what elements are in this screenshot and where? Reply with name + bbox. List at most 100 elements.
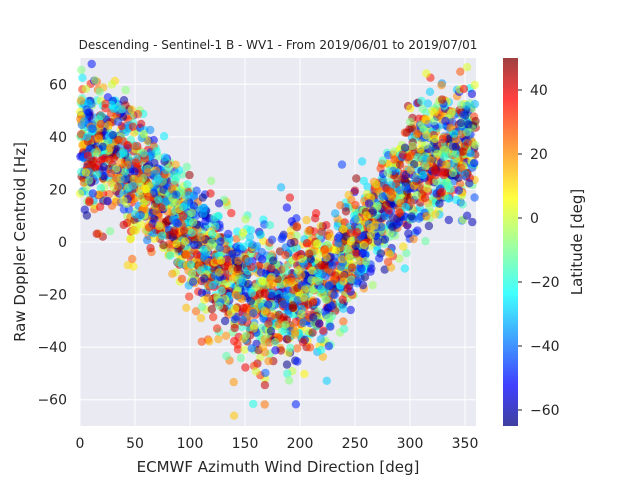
scatter-point xyxy=(283,335,292,344)
scatter-point xyxy=(297,254,306,264)
scatter-point xyxy=(91,76,100,85)
scatter-point xyxy=(264,300,273,309)
scatter-point xyxy=(260,306,269,316)
scatter-point xyxy=(454,186,463,195)
scatter-point xyxy=(438,135,447,144)
scatter-point xyxy=(292,231,301,240)
scatter-point xyxy=(236,353,246,363)
scatter-point xyxy=(287,273,296,283)
y-tick-label: −60 xyxy=(37,393,67,409)
scatter-point xyxy=(464,120,473,129)
scatter-point xyxy=(123,160,132,170)
scatter-point xyxy=(444,215,453,225)
scatter-point xyxy=(298,338,308,347)
scatter-point xyxy=(338,295,347,304)
scatter-point xyxy=(264,357,273,366)
scatter-point xyxy=(94,134,103,144)
scatter-point xyxy=(158,231,167,240)
scatter-point xyxy=(336,201,345,210)
scatter-point xyxy=(352,227,362,237)
scatter-point xyxy=(230,323,239,333)
scatter-point xyxy=(401,202,410,212)
scatter-point xyxy=(293,357,302,366)
scatter-point xyxy=(257,323,267,333)
scatter-point xyxy=(421,141,430,150)
scatter-point xyxy=(203,293,212,303)
scatter-point xyxy=(152,207,161,216)
scatter-point xyxy=(146,243,155,253)
scatter-point xyxy=(192,250,202,259)
scatter-point xyxy=(290,327,300,337)
scatter-point xyxy=(404,229,413,238)
scatter-point xyxy=(426,156,435,165)
scatter-point xyxy=(324,342,333,351)
scatter-point xyxy=(456,118,465,128)
scatter-point xyxy=(216,237,225,246)
scatter-point xyxy=(347,263,357,272)
scatter-point xyxy=(299,318,308,328)
scatter-point xyxy=(166,251,175,260)
scatter-point xyxy=(388,222,397,231)
scatter-point xyxy=(449,129,459,138)
scatter-point xyxy=(267,235,277,244)
scatter-point xyxy=(366,230,376,239)
scatter-point xyxy=(352,174,361,183)
scatter-point xyxy=(461,170,470,179)
scatter-point xyxy=(81,84,91,94)
scatter-point xyxy=(446,184,455,194)
scatter-point xyxy=(77,65,86,75)
scatter-point xyxy=(101,99,110,109)
y-tick-label: 60 xyxy=(49,77,67,93)
scatter-point xyxy=(322,253,331,262)
scatter-point xyxy=(205,337,214,346)
scatter-point xyxy=(350,186,360,195)
scatter-point xyxy=(267,263,276,273)
scatter-point xyxy=(197,337,206,346)
scatter-point xyxy=(215,243,224,253)
scatter-point xyxy=(342,245,352,254)
scatter-point xyxy=(83,151,93,160)
scatter-point xyxy=(425,203,434,212)
scatter-point xyxy=(468,217,477,227)
scatter-point xyxy=(155,222,164,231)
scatter-point xyxy=(317,284,326,294)
scatter-point xyxy=(121,174,130,183)
scatter-point xyxy=(117,105,126,114)
scatter-point xyxy=(373,201,382,210)
scatter-point xyxy=(386,187,395,196)
scatter-point xyxy=(119,149,128,158)
scatter-point xyxy=(251,282,260,292)
scatter-point xyxy=(130,142,139,151)
scatter-point xyxy=(375,254,384,263)
scatter-point xyxy=(335,232,344,241)
scatter-point xyxy=(385,250,394,259)
scatter-point xyxy=(269,256,278,265)
scatter-point xyxy=(341,207,351,216)
scatter-point xyxy=(429,117,439,126)
scatter-point xyxy=(293,344,302,353)
scatter-point xyxy=(457,163,466,173)
x-tick-label: 100 xyxy=(177,436,204,452)
scatter-point xyxy=(123,261,132,270)
scatter-point xyxy=(406,151,415,160)
scatter-point xyxy=(256,268,266,277)
scatter-point xyxy=(189,201,199,210)
scatter-point xyxy=(471,140,480,150)
scatter-point xyxy=(359,176,369,186)
scatter-point xyxy=(280,327,289,336)
scatter-point xyxy=(357,157,367,166)
scatter-point xyxy=(255,289,265,298)
scatter-point xyxy=(239,242,248,251)
scatter-point xyxy=(96,119,106,129)
scatter-point xyxy=(249,309,258,318)
scatter-point xyxy=(105,156,115,165)
scatter-point xyxy=(96,111,106,121)
scatter-point xyxy=(305,343,315,352)
scatter-point xyxy=(208,280,217,290)
scatter-point xyxy=(331,209,340,218)
scatter-point xyxy=(191,307,201,316)
scatter-point xyxy=(378,156,387,165)
scatter-point xyxy=(206,189,215,198)
scatter-point xyxy=(123,141,132,150)
